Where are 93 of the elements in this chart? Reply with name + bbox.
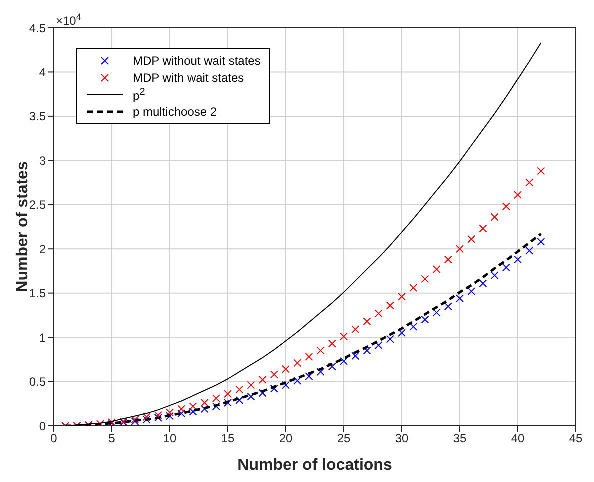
point <box>258 376 267 384</box>
point <box>352 352 360 360</box>
point <box>316 368 325 376</box>
point <box>212 394 220 403</box>
point <box>502 264 510 272</box>
point <box>421 316 430 324</box>
point <box>502 202 510 211</box>
x-tick-label: 35 <box>453 432 467 446</box>
point <box>398 329 406 338</box>
point <box>456 294 464 303</box>
point <box>224 390 232 398</box>
point <box>305 353 314 362</box>
point <box>386 335 394 344</box>
legend-label: p$^{2}$ <box>133 86 146 102</box>
x-tick-label: 20 <box>279 432 293 446</box>
x-tick-label: 10 <box>163 432 177 446</box>
point <box>189 408 198 416</box>
x-tick-label: 40 <box>511 432 525 446</box>
y-tick-label: 3.5 <box>29 110 46 124</box>
point <box>479 280 488 288</box>
point <box>410 284 418 292</box>
point <box>410 322 418 331</box>
y-tick-label: 1 <box>39 330 46 345</box>
y-tick-label: 2 <box>39 242 46 256</box>
y-tick-label: 4.5 <box>29 21 46 36</box>
point <box>537 238 546 246</box>
point <box>142 416 151 424</box>
point <box>200 405 209 414</box>
point <box>374 310 383 318</box>
point <box>514 191 522 200</box>
point <box>294 359 302 368</box>
point <box>270 370 278 379</box>
point <box>432 265 441 274</box>
annotation: ×10$^{4}$ <box>56 12 82 28</box>
point <box>316 346 325 355</box>
point <box>282 365 290 374</box>
point <box>421 275 430 284</box>
x-axis-title: Number of locations <box>238 457 392 474</box>
y-tick-label: 2.5 <box>29 198 46 212</box>
point <box>154 414 162 422</box>
y-tick-label: 1.5 <box>29 286 46 301</box>
point <box>200 399 209 408</box>
point <box>444 302 452 311</box>
y-tick-label: 0.5 <box>29 375 46 390</box>
point <box>270 384 278 393</box>
legend-label: MDP with wait states <box>133 70 244 84</box>
x-tick-label: 0 <box>50 432 58 446</box>
point <box>142 413 151 422</box>
x-tick-label: 15 <box>221 432 235 446</box>
point <box>363 346 372 355</box>
point <box>386 302 394 310</box>
point <box>305 372 314 380</box>
point <box>340 332 348 341</box>
point <box>490 272 499 280</box>
x-tick-label: 25 <box>337 432 351 446</box>
y-tick-label: 0 <box>39 419 46 434</box>
point <box>178 405 186 414</box>
point <box>224 399 232 408</box>
point <box>294 376 302 385</box>
point <box>444 256 452 264</box>
point <box>236 386 244 394</box>
point <box>526 178 534 187</box>
point <box>514 256 522 264</box>
point <box>479 224 488 233</box>
point <box>363 318 372 326</box>
point <box>352 326 360 334</box>
y-tick-label: 4 <box>39 65 46 80</box>
point <box>537 167 546 176</box>
legend-label: MDP without wait states <box>133 54 261 68</box>
point <box>398 292 406 301</box>
point <box>166 412 174 420</box>
point <box>490 213 499 222</box>
x-tick-label: 45 <box>569 432 583 446</box>
point <box>340 357 348 366</box>
legend-label: p multichoose 2 <box>133 104 218 118</box>
point <box>328 340 336 348</box>
point <box>468 235 476 244</box>
point <box>456 245 464 254</box>
y-tick-label: 3 <box>39 154 46 168</box>
point <box>247 392 256 401</box>
point <box>247 381 256 390</box>
point <box>328 362 336 371</box>
x-tick-label: 5 <box>108 432 116 446</box>
point <box>178 410 186 418</box>
point <box>236 396 244 404</box>
point <box>526 246 534 255</box>
x-tick-label: 30 <box>395 432 409 446</box>
point <box>189 402 198 411</box>
point <box>374 342 383 350</box>
point <box>282 381 290 390</box>
point <box>432 308 441 317</box>
point <box>212 402 220 411</box>
point <box>468 288 476 296</box>
